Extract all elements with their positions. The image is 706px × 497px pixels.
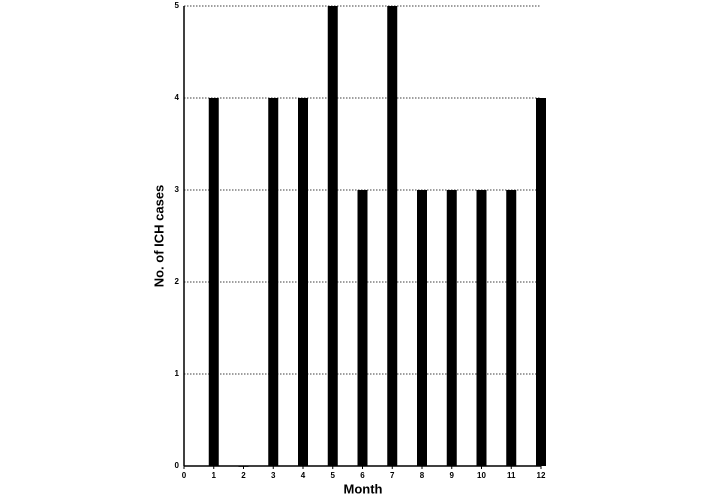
x-tick-label: 7	[390, 471, 395, 480]
y-tick-label: 3	[175, 185, 180, 194]
bar	[387, 6, 398, 466]
bar	[536, 98, 546, 466]
x-tick-label: 6	[360, 471, 365, 480]
bar	[298, 98, 308, 466]
x-axis-label: Month	[344, 481, 383, 496]
bar	[446, 190, 457, 466]
x-tick-label: 8	[420, 471, 425, 480]
x-tick-label: 3	[271, 471, 276, 480]
y-tick-label: 4	[175, 93, 180, 102]
x-tick-label: 11	[507, 471, 516, 480]
y-axis-label: No. of ICH cases	[151, 185, 166, 288]
bar	[327, 6, 338, 466]
bar	[476, 190, 487, 466]
y-tick-label: 0	[175, 461, 180, 470]
bar	[417, 190, 427, 466]
y-tick-label: 2	[175, 277, 180, 286]
x-tick-label: 12	[537, 471, 546, 480]
bar	[208, 98, 219, 466]
x-tick-label: 4	[301, 471, 306, 480]
x-tick-label: 10	[477, 471, 486, 480]
bar	[357, 190, 368, 466]
x-tick-label: 5	[331, 471, 336, 480]
bar	[268, 98, 279, 466]
y-tick-label: 5	[175, 1, 180, 10]
x-tick-label: 1	[212, 471, 217, 480]
x-tick-label: 2	[241, 471, 246, 480]
x-tick-label: 0	[182, 471, 187, 480]
bar	[506, 190, 517, 466]
x-tick-label: 9	[450, 471, 455, 480]
y-tick-label: 1	[175, 369, 180, 378]
